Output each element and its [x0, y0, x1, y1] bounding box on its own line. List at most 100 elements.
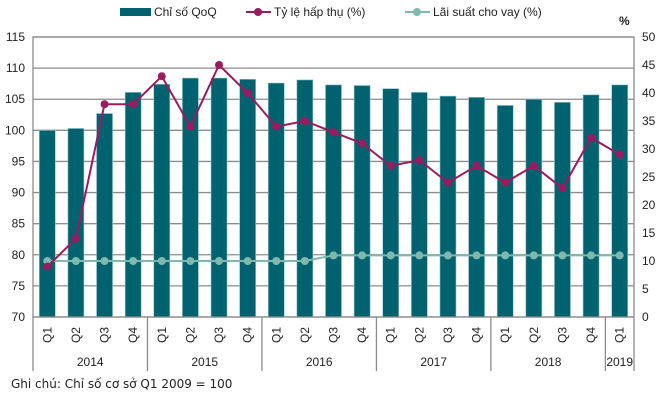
right-tick-label: 10	[642, 254, 656, 268]
series-point	[558, 251, 567, 260]
series-point	[272, 122, 281, 131]
bar	[353, 85, 371, 318]
bar	[67, 128, 85, 318]
bar	[554, 102, 571, 318]
legend-line-marker	[405, 8, 430, 16]
series-point	[329, 251, 338, 260]
quarter-label: Q3	[212, 327, 226, 343]
legend-label: Chỉ số QoQ	[154, 5, 217, 19]
series-point	[501, 178, 510, 187]
series-point	[329, 128, 338, 137]
bar	[267, 82, 285, 318]
series-point	[100, 100, 109, 109]
left-axis-ticks: 70 75 80 85 90 95 100 105 110 115	[5, 30, 25, 324]
left-tick-label: 105	[5, 92, 25, 106]
bar	[39, 130, 56, 318]
series-point	[186, 257, 195, 265]
bar	[582, 94, 600, 318]
legend: Chỉ số QoQ Tỷ lệ hấp thụ (%) Lãi suất ch…	[0, 4, 660, 20]
bar	[296, 79, 314, 318]
right-tick-label: 45	[642, 58, 656, 72]
chart-note: Ghi chú: Chỉ số cơ sở Q1 2009 = 100	[11, 377, 233, 391]
series-point	[529, 161, 538, 170]
plot-frame	[32, 36, 635, 318]
quarter-label: Q3	[555, 327, 569, 343]
series-point	[71, 257, 80, 265]
left-tick-label: 80	[12, 248, 26, 262]
series-point	[501, 251, 510, 260]
bar	[496, 105, 514, 318]
series-point	[157, 72, 166, 81]
quarter-label: Q2	[412, 327, 426, 343]
bar	[468, 97, 485, 318]
series-point	[615, 251, 624, 260]
right-axis-ticks: 0 5 10 15 20 25 30 35 40 45 50	[642, 30, 656, 324]
quarter-label: Q3	[327, 327, 341, 343]
axes	[32, 36, 635, 371]
series-point	[129, 100, 138, 109]
right-tick-label: 5	[642, 282, 649, 296]
quarter-label: Q2	[69, 327, 83, 343]
bar	[153, 83, 171, 318]
series-point	[443, 251, 452, 260]
bar	[325, 84, 342, 318]
left-tick-label: 100	[5, 123, 25, 137]
quarter-label: Q2	[527, 327, 541, 343]
bar	[411, 92, 428, 318]
quarter-label: Q1	[155, 327, 169, 343]
line-series	[43, 61, 624, 271]
quarter-label: Q4	[584, 327, 598, 343]
left-tick-label: 110	[6, 61, 25, 75]
series-point	[472, 251, 481, 260]
series-point	[587, 251, 596, 260]
quarter-label: Q1	[269, 327, 283, 343]
left-tick-label: 115	[6, 30, 25, 44]
bar	[611, 84, 628, 318]
series-point	[43, 262, 52, 271]
quarter-label: Q4	[355, 327, 369, 343]
series-point	[129, 257, 138, 265]
year-label: 2016	[306, 355, 333, 369]
series-point	[272, 257, 281, 265]
right-tick-label: 35	[642, 114, 656, 128]
bar	[382, 88, 400, 318]
left-tick-label: 95	[12, 154, 26, 168]
series-point	[186, 122, 195, 131]
series-point	[358, 139, 367, 148]
series-point	[43, 257, 52, 265]
legend-label: Lãi suất cho vay (%)	[433, 5, 542, 19]
quarter-label: Q1	[384, 327, 398, 343]
left-tick-label: 70	[12, 310, 26, 324]
series-point	[243, 257, 252, 265]
year-label: 2014	[77, 355, 104, 369]
series-point	[443, 178, 452, 187]
bar-series	[39, 77, 628, 318]
series-point	[215, 61, 224, 69]
legend-item-index: Chỉ số QoQ	[120, 4, 217, 20]
series-point	[472, 161, 481, 170]
left-tick-label: 90	[12, 186, 26, 200]
series-point	[415, 156, 424, 165]
series-point	[558, 184, 567, 193]
legend-label: Tỷ lệ hấp thụ (%)	[274, 5, 366, 19]
quarter-label: Q4	[470, 327, 484, 343]
quarter-label: Q2	[183, 327, 197, 343]
quarter-label: Q2	[298, 327, 312, 343]
series-point	[243, 89, 252, 97]
bar	[210, 77, 228, 318]
series-point	[157, 257, 166, 265]
right-tick-label: 15	[642, 226, 656, 240]
bar	[239, 79, 256, 318]
right-axis-unit: %	[619, 14, 630, 28]
quarter-label: Q3	[441, 327, 455, 343]
series-point	[300, 257, 309, 265]
series-point	[386, 161, 395, 170]
year-label: 2019	[606, 355, 633, 369]
series-point	[587, 133, 596, 142]
series-point	[415, 251, 424, 260]
quarter-label: Q3	[98, 327, 112, 343]
right-tick-label: 0	[642, 310, 649, 324]
right-tick-label: 20	[642, 198, 656, 212]
bar	[525, 98, 543, 318]
series-point	[358, 251, 367, 260]
